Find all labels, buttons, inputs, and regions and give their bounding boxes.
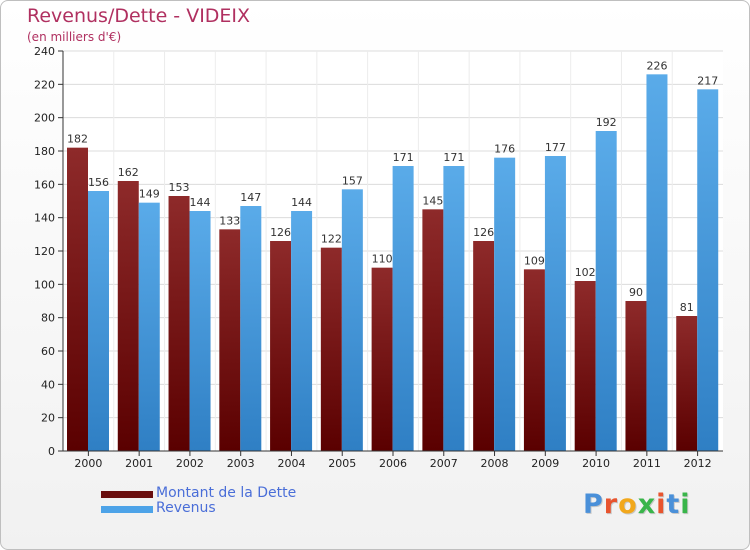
logo-letter: x xyxy=(637,489,657,520)
value-label: 162 xyxy=(118,166,139,179)
value-label: 149 xyxy=(139,188,160,201)
value-label: 192 xyxy=(596,116,617,129)
value-label: 145 xyxy=(422,194,443,207)
x-tick-label: 2003 xyxy=(227,457,255,470)
logo-letter: t xyxy=(666,489,681,520)
chart-subtitle: (en milliers d'€) xyxy=(27,30,122,44)
value-label: 144 xyxy=(190,196,211,209)
bar-revenue xyxy=(697,89,719,451)
x-tick-label: 2008 xyxy=(481,457,509,470)
x-tick-label: 2002 xyxy=(176,457,204,470)
value-label: 133 xyxy=(219,214,240,227)
bar-revenue xyxy=(240,206,262,451)
bar-debt xyxy=(473,241,495,451)
bar-revenue xyxy=(88,191,109,451)
legend-label-revenue: Revenus xyxy=(156,500,216,516)
value-label: 182 xyxy=(67,133,88,146)
y-tick-label: 40 xyxy=(41,378,55,391)
x-tick-label: 2004 xyxy=(277,457,305,470)
value-label: 102 xyxy=(575,266,596,279)
bar-revenue xyxy=(189,211,211,451)
y-tick-label: 240 xyxy=(34,45,55,58)
bar-revenue xyxy=(646,74,668,451)
bar-revenue xyxy=(544,156,566,451)
logo-letter: o xyxy=(618,489,638,520)
x-tick-label: 2010 xyxy=(582,457,610,470)
y-tick-label: 0 xyxy=(48,445,55,458)
legend-swatch-debt xyxy=(101,491,153,498)
x-tick-label: 2012 xyxy=(684,457,712,470)
chart-title: Revenus/Dette - VIDEIX xyxy=(27,5,251,27)
value-label: 144 xyxy=(291,196,312,209)
bar-debt xyxy=(320,247,342,451)
value-label: 110 xyxy=(372,253,393,266)
y-tick-label: 160 xyxy=(34,178,55,191)
bar-debt xyxy=(117,181,139,451)
value-label: 171 xyxy=(393,151,414,164)
proxiti-logo: Proxiti xyxy=(583,489,691,520)
x-tick-label: 2007 xyxy=(430,457,458,470)
value-label: 90 xyxy=(629,286,643,299)
bar-debt xyxy=(676,316,698,451)
bar-debt xyxy=(219,229,241,451)
axes: 0 20 40 60 80 100 120 140 160 180 200 220 240 2000 200… xyxy=(34,45,723,470)
value-labels: 1821561621491531441331471261441221571101… xyxy=(67,59,718,314)
bar-revenue xyxy=(392,166,414,451)
bar-revenue xyxy=(443,166,465,451)
bar-debt xyxy=(625,301,647,451)
bar-revenue xyxy=(494,157,516,451)
bars xyxy=(67,74,719,452)
bar-debt xyxy=(523,269,545,451)
bar-debt xyxy=(422,209,444,451)
value-label: 177 xyxy=(545,141,566,154)
value-label: 126 xyxy=(270,226,291,239)
value-label: 156 xyxy=(88,176,109,189)
value-label: 153 xyxy=(169,181,190,194)
legend-swatch-revenue xyxy=(101,506,153,513)
x-tick-label: 2006 xyxy=(379,457,407,470)
bar-debt xyxy=(371,267,393,451)
logo-letter: P xyxy=(583,489,604,520)
y-tick-label: 140 xyxy=(34,212,55,225)
y-tick-label: 120 xyxy=(34,245,55,258)
value-label: 226 xyxy=(646,59,667,72)
bar-debt xyxy=(168,196,190,451)
logo-letter: r xyxy=(603,489,619,520)
x-tick-label: 2009 xyxy=(531,457,559,470)
y-tick-label: 100 xyxy=(34,278,55,291)
bar-revenue xyxy=(138,202,160,451)
value-label: 176 xyxy=(494,143,515,156)
value-label: 109 xyxy=(524,254,545,267)
y-tick-label: 180 xyxy=(34,145,55,158)
y-tick-label: 220 xyxy=(34,78,55,91)
x-tick-label: 2001 xyxy=(125,457,153,470)
value-label: 157 xyxy=(342,174,363,187)
x-tick-label: 2005 xyxy=(328,457,356,470)
bar-debt xyxy=(67,147,88,451)
bar-revenue xyxy=(341,189,363,452)
y-tick-label: 60 xyxy=(41,345,55,358)
logo-letter: i xyxy=(656,489,667,520)
x-tick-label: 2000 xyxy=(74,457,102,470)
logo-letter: i xyxy=(680,489,691,520)
bar-revenue xyxy=(291,211,313,451)
legend-label-debt: Montant de la Dette xyxy=(156,485,297,501)
y-tick-label: 20 xyxy=(41,412,55,425)
bar-revenue xyxy=(595,131,617,451)
y-tick-label: 200 xyxy=(34,112,55,125)
bar-debt xyxy=(574,281,596,451)
value-label: 217 xyxy=(697,74,718,87)
bar-debt xyxy=(270,241,292,451)
value-label: 122 xyxy=(321,233,342,246)
value-label: 171 xyxy=(443,151,464,164)
y-tick-label: 80 xyxy=(41,312,55,325)
value-label: 126 xyxy=(473,226,494,239)
value-label: 81 xyxy=(680,301,694,314)
value-label: 147 xyxy=(240,191,261,204)
x-tick-label: 2011 xyxy=(633,457,661,470)
